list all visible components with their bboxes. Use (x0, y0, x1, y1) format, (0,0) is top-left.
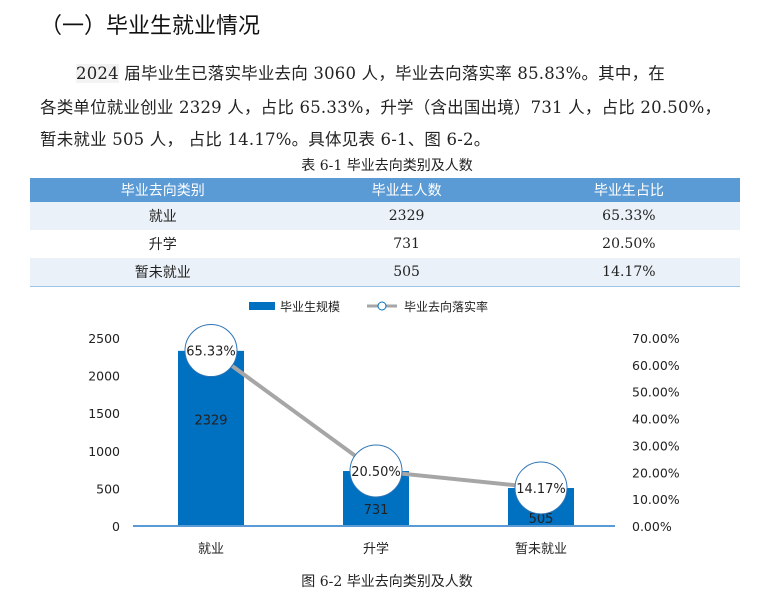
paragraph-line-1: 2024 届毕业生已落实毕业去向 3060 人，毕业去向落实率 85.83%。其… (76, 60, 665, 84)
cell: 20.50% (602, 236, 656, 252)
y2-tick-label: 20.00% (632, 465, 680, 480)
paragraph-line-3: 暂未就业 505 人， 占比 14.17%。具体见表 6-1、图 6-2。 (40, 130, 491, 149)
cell: 2329 (295, 202, 518, 230)
y-tick-label: 1500 (88, 406, 120, 421)
bar (178, 350, 244, 526)
x-tick-label: 升学 (363, 541, 389, 557)
table-row: 就业 2329 65.33% (30, 202, 740, 230)
bar-value-label: 731 (364, 503, 389, 518)
rate-marker (349, 444, 403, 498)
legend-bar-swatch (249, 302, 275, 310)
x-tick-label: 暂未就业 (515, 542, 567, 557)
y-tick-label: 2000 (88, 369, 120, 384)
cell: 65.33% (517, 202, 740, 230)
col-header: 毕业生占比 (517, 178, 740, 202)
legend-label: 毕业去向落实率 (404, 299, 488, 314)
rate-value-label: 65.33% (186, 345, 236, 360)
rate-marker (514, 461, 568, 515)
legend-label: 毕业生规模 (280, 299, 340, 314)
y2-tick-label: 60.00% (632, 358, 680, 373)
cell: 升学 (148, 237, 177, 253)
y2-tick-label: 30.00% (632, 438, 680, 453)
y2-tick-label: 50.00% (632, 385, 680, 400)
cell: 505 (295, 258, 518, 287)
destination-chart: 毕业生规模 毕业去向落实率 0 500 1000 1500 2000 2500 0.00% 10.… (88, 299, 680, 557)
text: 届毕业生已落实毕业去向 3060 人，毕业去向落实率 85.83%。其中，在 (118, 64, 665, 83)
legend-marker (377, 301, 387, 311)
cell: 暂未就业 (30, 258, 296, 287)
figure-caption: 图 6-2 毕业去向类别及人数 (301, 574, 473, 590)
col-header: 毕业去向类别 (30, 178, 296, 202)
y-tick-label: 2500 (88, 331, 120, 346)
cell: 731 (393, 236, 420, 252)
y-tick-label: 1000 (88, 444, 120, 459)
table-row: 暂未就业 505 14.17% (30, 258, 740, 287)
table-row: 升学 731 20.50% (30, 230, 740, 258)
cell: 14.17% (517, 258, 740, 287)
rate-value-label: 14.17% (516, 482, 566, 497)
y2-tick-label: 0.00% (632, 519, 672, 534)
year-highlight: 2024 (76, 64, 119, 83)
paragraph-line-2: 各类单位就业创业 2329 人，占比 65.33%，升学（含出国出境）731 人… (40, 98, 722, 117)
table-header: 毕业去向类别 毕业生人数 毕业生占比 (30, 178, 740, 202)
col-header: 毕业生人数 (295, 178, 518, 202)
y-tick-label: 500 (96, 481, 120, 496)
bar-value-label: 505 (529, 512, 554, 527)
destination-table: 毕业去向类别 毕业生人数 毕业生占比 就业 2329 65.33% 升学 731 20.50… (30, 178, 740, 287)
section-heading: （一）毕业生就业情况 (40, 14, 261, 39)
rate-value-label: 20.50% (351, 465, 401, 480)
y2-tick-label: 10.00% (632, 492, 680, 507)
y-tick-label: 0 (112, 519, 120, 534)
bar-value-label: 2329 (194, 413, 227, 428)
table-caption: 表 6-1 毕业去向类别及人数 (301, 158, 473, 174)
rate-marker (184, 324, 238, 378)
y2-tick-label: 40.00% (632, 412, 680, 427)
y2-tick-label: 70.00% (632, 331, 680, 346)
x-tick-label: 就业 (198, 542, 224, 557)
cell: 就业 (30, 202, 296, 230)
